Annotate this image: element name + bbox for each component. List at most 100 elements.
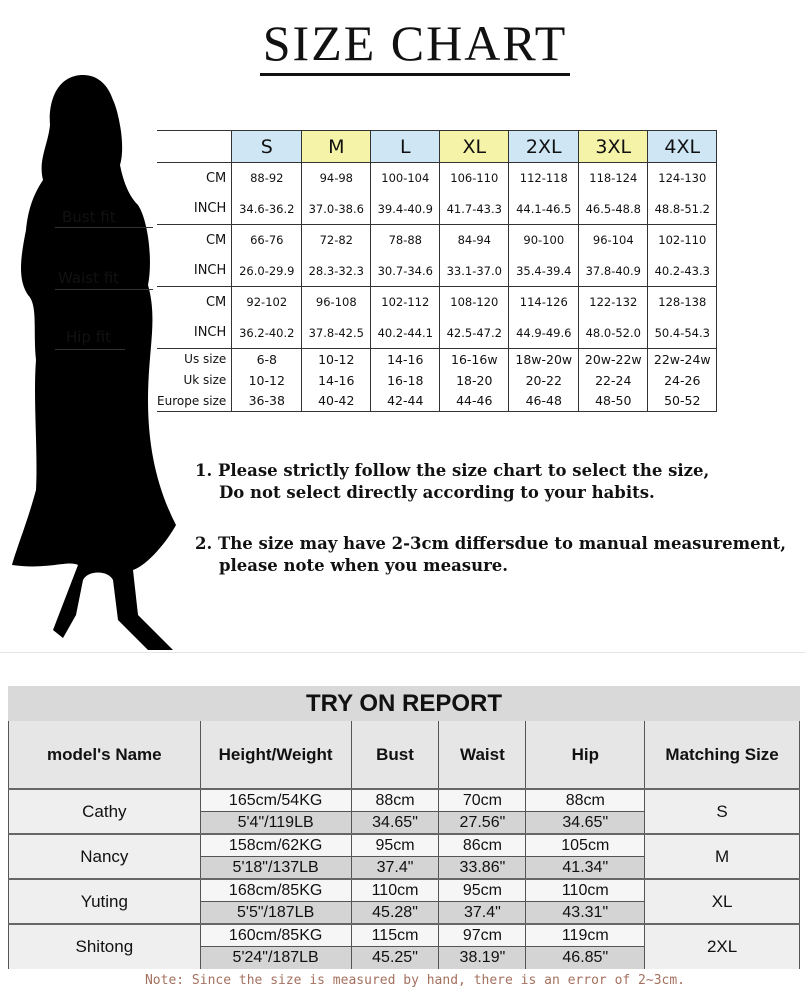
size-value: 48.8-51.2 (647, 193, 718, 225)
imperial-value: 41.34" (525, 856, 646, 879)
size-value: 16-16w (439, 348, 510, 370)
matching-size: XL (644, 878, 800, 924)
size-value: 20-22 (508, 369, 580, 391)
metric-value: 105cm (525, 833, 646, 857)
model-name: Yuting (8, 878, 201, 924)
size-row: INCH 26.0-29.9 28.3-32.3 30.7-34.6 33.1-37.0… (157, 255, 718, 287)
size-value: 128-138 (647, 286, 718, 318)
imperial-value: 38.19" (438, 946, 527, 969)
row-label: Us size (157, 348, 233, 370)
size-value: 114-126 (508, 286, 580, 318)
imperial-value: 5'18"/137LB (199, 856, 352, 879)
size-value: 50.4-54.3 (647, 317, 718, 349)
woman-silhouette-illustration (12, 75, 176, 650)
size-value: 84-94 (439, 224, 510, 256)
hip-fit-line (55, 349, 125, 350)
row-label: CM (157, 162, 233, 194)
size-value: 88-92 (231, 162, 303, 194)
size-value: 122-132 (578, 286, 649, 318)
size-value: 46-48 (508, 390, 580, 412)
size-value: 42-44 (370, 390, 441, 412)
size-value: 118-124 (578, 162, 649, 194)
report-row-imperial: 5'4"/119LB 34.65" 27.56" 34.65" (9, 811, 800, 834)
size-value: 48.0-52.0 (578, 317, 649, 349)
size-value: 16-18 (370, 369, 441, 391)
size-value: 39.4-40.9 (370, 193, 441, 225)
size-header-s: S (231, 130, 303, 163)
size-header-row: S M L XL 2XL 3XL 4XL (157, 130, 718, 163)
size-header-4xl: 4XL (647, 130, 718, 163)
imperial-value: 33.86" (438, 856, 527, 879)
report-row-imperial: 5'5"/187LB 45.28" 37.4" 43.31" (9, 901, 800, 924)
metric-value: 119cm (525, 923, 646, 947)
report-row-imperial: 5'24"/187LB 45.25" 38.19" 46.85" (9, 946, 800, 969)
size-value: 94-98 (301, 162, 372, 194)
matching-size: 2XL (644, 923, 800, 969)
matching-size: M (644, 833, 800, 879)
imperial-value: 46.85" (525, 946, 646, 969)
row-label: INCH (157, 255, 233, 287)
size-value: 44.9-49.6 (508, 317, 580, 349)
note-2: 2. The size may have 2-3cm differsdue to… (195, 533, 786, 577)
size-row: CM 66-76 72-82 78-88 84-94 90-100 96-104 102-11… (157, 224, 718, 256)
size-value: 108-120 (439, 286, 510, 318)
note-1-line-2: Do not select directly according to your… (219, 483, 655, 502)
size-value: 48-50 (578, 390, 649, 412)
size-value: 10-12 (301, 348, 372, 370)
report-header-cell: Matching Size (644, 721, 800, 789)
size-value: 102-110 (647, 224, 718, 256)
size-value: 34.6-36.2 (231, 193, 303, 225)
imperial-value: 34.65" (350, 811, 440, 834)
model-name: Cathy (8, 788, 201, 834)
size-header-3xl: 3XL (578, 130, 649, 163)
imperial-value: 5'4"/119LB (199, 811, 352, 834)
size-value: 41.7-43.3 (439, 193, 510, 225)
size-value: 90-100 (508, 224, 580, 256)
size-value: 37.8-42.5 (301, 317, 372, 349)
size-value: 78-88 (370, 224, 441, 256)
size-row: Uk size 10-12 14-16 16-18 18-20 20-22 22-24 24-… (157, 369, 718, 391)
waist-fit-label: Waist fit (58, 269, 120, 287)
size-value: 10-12 (231, 369, 303, 391)
metric-value: 115cm (350, 923, 440, 947)
row-label: CM (157, 286, 233, 318)
size-value: 40.2-44.1 (370, 317, 441, 349)
report-header-cell: model's Name (8, 721, 201, 789)
size-value: 22-24 (578, 369, 649, 391)
size-value: 14-16 (301, 369, 372, 391)
metric-value: 158cm/62KG (199, 833, 352, 857)
report-row-metric: Cathy 165cm/54KG 88cm 70cm 88cm S (8, 788, 800, 834)
size-value: 6-8 (231, 348, 303, 370)
size-header-2xl: 2XL (508, 130, 580, 163)
size-value: 72-82 (301, 224, 372, 256)
bust-fit-label: Bust fit (62, 208, 116, 226)
row-label: Uk size (157, 369, 233, 391)
metric-value: 165cm/54KG (199, 788, 352, 812)
size-value: 102-112 (370, 286, 441, 318)
size-header-xl: XL (439, 130, 510, 163)
note-2-line-2: please note when you measure. (219, 556, 509, 575)
metric-value: 110cm (525, 878, 646, 902)
size-value: 44-46 (439, 390, 510, 412)
size-value: 40-42 (301, 390, 372, 412)
size-value: 100-104 (370, 162, 441, 194)
imperial-value: 43.31" (525, 901, 646, 924)
size-value: 46.5-48.8 (578, 193, 649, 225)
imperial-value: 37.4" (350, 856, 440, 879)
size-value: 36.2-40.2 (231, 317, 303, 349)
metric-value: 88cm (525, 788, 646, 812)
matching-size: S (644, 788, 800, 834)
model-name: Nancy (8, 833, 201, 879)
size-value: 112-118 (508, 162, 580, 194)
row-label: INCH (157, 317, 233, 349)
metric-value: 95cm (350, 833, 440, 857)
report-header-cell: Bust (350, 721, 440, 789)
metric-value: 160cm/85KG (199, 923, 352, 947)
metric-value: 88cm (350, 788, 440, 812)
size-header-m: M (301, 130, 372, 163)
size-value: 44.1-46.5 (508, 193, 580, 225)
size-value: 66-76 (231, 224, 303, 256)
size-value: 37.0-38.6 (301, 193, 372, 225)
note-1-line-1: 1. Please strictly follow the size chart… (195, 461, 710, 480)
hip-fit-label: Hip fit (66, 328, 112, 346)
